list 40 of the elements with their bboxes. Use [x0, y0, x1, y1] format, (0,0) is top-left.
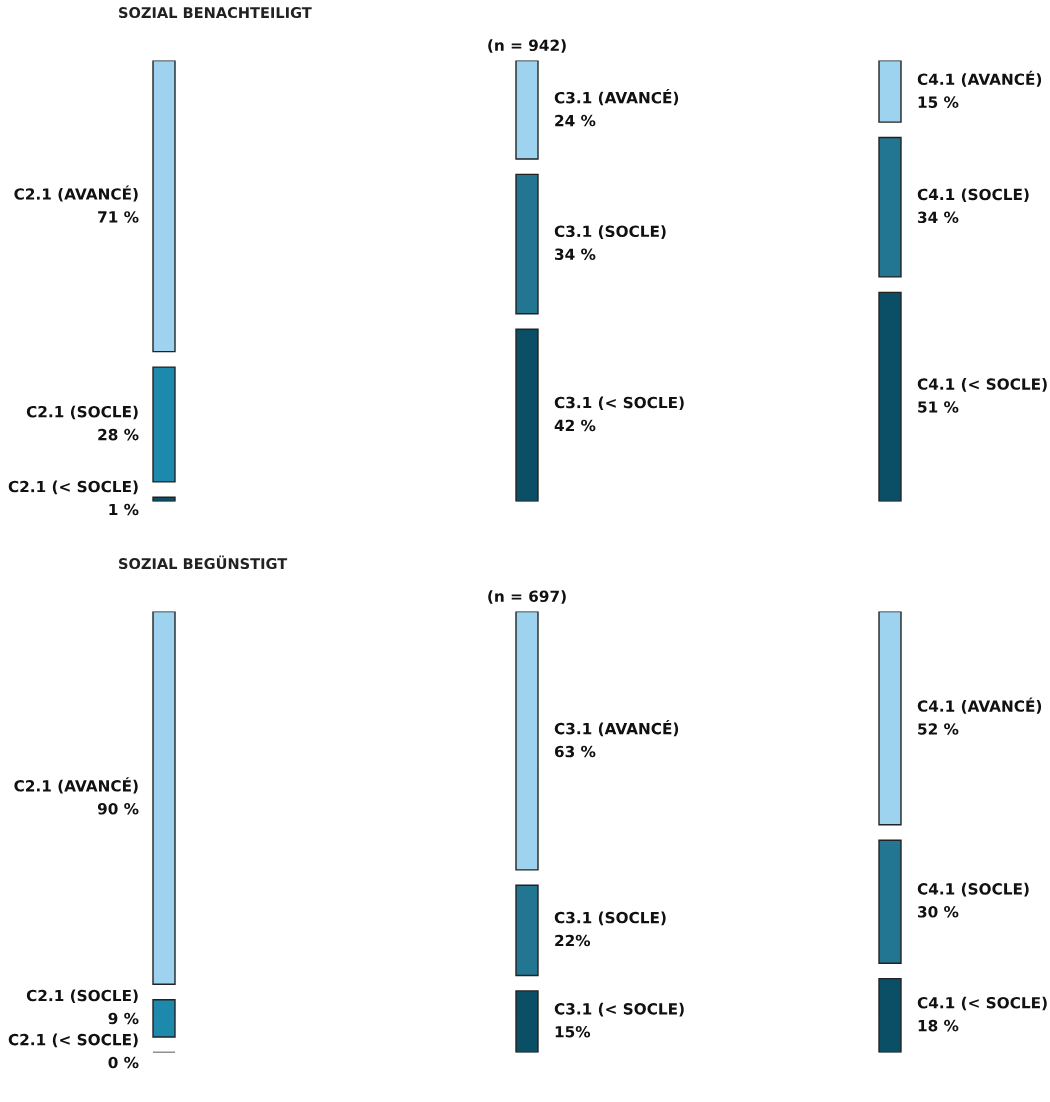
category-label: C4.1 (SOCLE) [917, 882, 1029, 897]
category-label: C3.1 (< SOCLE) [554, 396, 684, 411]
data-label: 22% [555, 934, 591, 947]
category-label: C2.1 (AVANCÉ) [14, 777, 138, 794]
category-label: C3.1 (AVANCÉ) [554, 720, 679, 737]
text: SOZIAL BEGÜNSTIGT [119, 555, 288, 570]
category-label: C3.1 (< SOCLE) [554, 1002, 684, 1017]
category-label: C2.1 (< SOCLE) [8, 480, 138, 495]
category-label: C2.1 (< SOCLE) [8, 1033, 138, 1048]
category-label: C2.1 (SOCLE) [26, 405, 138, 420]
category-label: C4.1 (< SOCLE) [917, 378, 1047, 392]
data-label: 52 % [918, 723, 959, 735]
data-label: 30 % [918, 906, 959, 918]
category-label: C4.1 (AVANCÉ) [917, 697, 1042, 714]
text: (n = 942) [488, 39, 566, 53]
data-label: 63 % [554, 745, 596, 758]
data-label: 28 % [98, 428, 139, 441]
data-label: 1 % [109, 503, 139, 516]
category-label: C3.1 (AVANCÉ) [554, 89, 679, 106]
data-label: 0 % [108, 1056, 139, 1069]
data-label: 15 % [918, 96, 959, 108]
category-label: C3.1 (SOCLE) [554, 225, 666, 239]
data-label: 51 % [918, 401, 959, 413]
category-label: C4.1 (SOCLE) [917, 188, 1029, 202]
data-label: 34 % [918, 211, 959, 224]
text: SOZIAL BENACHTEILIGT [119, 7, 312, 19]
data-label: 71 % [98, 211, 139, 223]
data-label: 15% [555, 1026, 591, 1038]
data-label: 42 % [554, 419, 596, 432]
data-label: 34 % [555, 248, 596, 260]
category-label: C4.1 (< SOCLE) [917, 996, 1047, 1011]
data-label: 18 % [918, 1019, 959, 1032]
data-label: 24 % [555, 114, 596, 127]
data-label: 90 % [97, 802, 139, 815]
data-label: 9 % [108, 1012, 139, 1025]
category-label: C2.1 (SOCLE) [26, 989, 138, 1004]
text: (n = 697) [488, 590, 566, 604]
category-label: C3.1 (SOCLE) [554, 911, 666, 926]
category-label: C4.1 (AVANCÉ) [917, 70, 1042, 87]
category-label: C2.1 (AVANCÉ) [14, 185, 138, 202]
